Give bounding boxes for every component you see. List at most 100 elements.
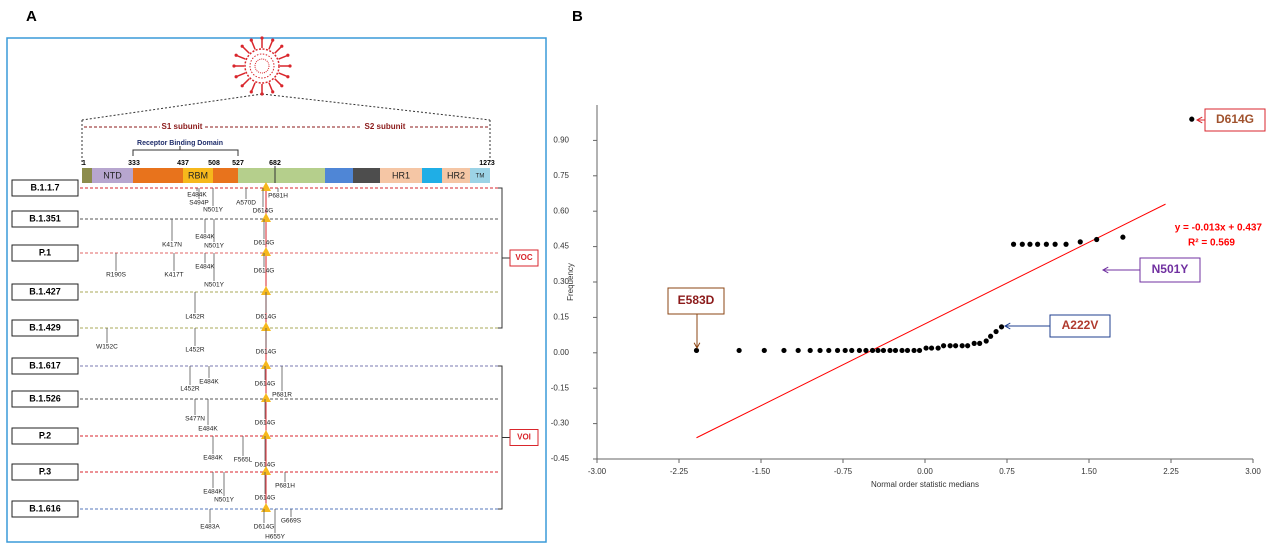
mutation-label: F565L	[234, 457, 253, 464]
y-tick-label: 0.45	[553, 242, 569, 251]
virus-ring	[244, 48, 280, 84]
position-label: 1273	[479, 160, 495, 167]
domain-segment	[183, 168, 213, 183]
point	[940, 343, 947, 349]
domain-segment	[82, 168, 92, 183]
mutation-label: R190S	[106, 272, 127, 279]
point	[953, 343, 959, 349]
virus-spike-tip	[286, 75, 290, 79]
point	[826, 347, 832, 354]
y-axis-title: Frequency	[566, 263, 575, 301]
point	[856, 347, 863, 354]
variant-box	[11, 500, 79, 518]
y-tick-label: -0.30	[551, 419, 570, 428]
point	[923, 345, 929, 351]
point	[935, 345, 941, 351]
group-brace	[498, 187, 510, 329]
fit-line	[696, 203, 1166, 439]
annotation-label: D614G	[1216, 112, 1254, 126]
virus-spike	[242, 46, 250, 54]
mutation-label: S494P	[189, 200, 209, 207]
mutation-label: D614G	[255, 420, 276, 427]
d614g-marker	[261, 322, 271, 331]
x-tick-label: -1.50	[752, 467, 771, 476]
virus-spike	[278, 54, 288, 60]
virus-spike-tip	[234, 75, 238, 79]
variant-box	[11, 357, 79, 375]
position-label: 508	[208, 160, 220, 167]
mutation-label: D614G	[255, 381, 276, 388]
mutation-label: E484K	[199, 379, 219, 386]
mutation-label: L452R	[180, 386, 199, 393]
y-tick-label: 0.60	[553, 206, 569, 215]
virus-spike-tip	[271, 38, 275, 42]
domain-segment	[353, 168, 380, 183]
mutation-label: E483A	[200, 524, 220, 531]
domain-label: HR2	[447, 170, 465, 180]
domain-label: RBM	[188, 170, 208, 180]
point	[916, 347, 923, 354]
virus-spike-tip	[240, 44, 244, 48]
d614g-marker	[261, 466, 271, 475]
domain-segment	[442, 168, 470, 183]
mutation-label: D614G	[255, 495, 276, 502]
rbd-bracket	[132, 146, 239, 156]
mutation-label: W152C	[96, 344, 118, 351]
mutation-label: L452R	[185, 314, 204, 321]
point	[887, 347, 893, 354]
group-label: VOI	[517, 433, 531, 442]
mutation-label: E484K	[203, 455, 223, 462]
point	[947, 343, 953, 349]
variant-box	[11, 179, 79, 197]
point	[899, 347, 905, 354]
point	[736, 347, 742, 354]
variant-label: P.2	[39, 430, 51, 440]
point	[693, 347, 700, 354]
virus-spike-tip	[232, 64, 236, 68]
variant-box	[11, 390, 79, 408]
point	[781, 347, 787, 354]
variant-box	[11, 283, 79, 301]
virus-spike-tip	[260, 36, 264, 40]
mutation-label: D614G	[254, 268, 275, 275]
variant-box	[11, 244, 79, 262]
domain-label: NTD	[103, 170, 122, 180]
guide-line	[81, 93, 263, 121]
panel-a-frame	[6, 37, 547, 543]
d614g-marker	[261, 286, 271, 295]
point	[842, 347, 848, 354]
point	[911, 347, 917, 354]
annotation-box	[667, 287, 725, 315]
virus-spike-tip	[234, 53, 238, 57]
point	[761, 347, 767, 354]
point	[998, 324, 1005, 330]
virus-spike	[250, 82, 256, 92]
d614g-marker	[261, 430, 271, 439]
point	[834, 347, 841, 354]
virus-spike	[268, 40, 274, 50]
virus-spike-tip	[271, 90, 275, 94]
position-label: 682	[269, 160, 281, 167]
annotation-label: E583D	[678, 293, 715, 307]
annotation-arrowhead	[693, 342, 701, 350]
mutation-label: N501Y	[204, 243, 225, 250]
mutation-label: D614G	[256, 314, 277, 321]
y-tick-label: 0.15	[553, 313, 569, 322]
guide-line	[261, 93, 491, 121]
mutation-label: P681H	[275, 483, 295, 490]
mutation-label: A570D	[236, 200, 256, 207]
domain-segment	[92, 168, 133, 183]
variant-label: P.3	[39, 466, 51, 476]
point	[1063, 241, 1069, 247]
x-tick-label: -2.25	[670, 467, 689, 476]
mutation-label: L452R	[185, 347, 204, 354]
variant-box	[11, 210, 79, 228]
annotation-arrowhead	[1101, 266, 1109, 274]
point	[1077, 239, 1083, 245]
domain-segment	[470, 168, 490, 183]
point	[977, 340, 983, 346]
mutation-label: P681H	[268, 193, 288, 200]
rbd-label: Receptor Binding Domain	[137, 140, 223, 147]
point	[983, 338, 989, 344]
